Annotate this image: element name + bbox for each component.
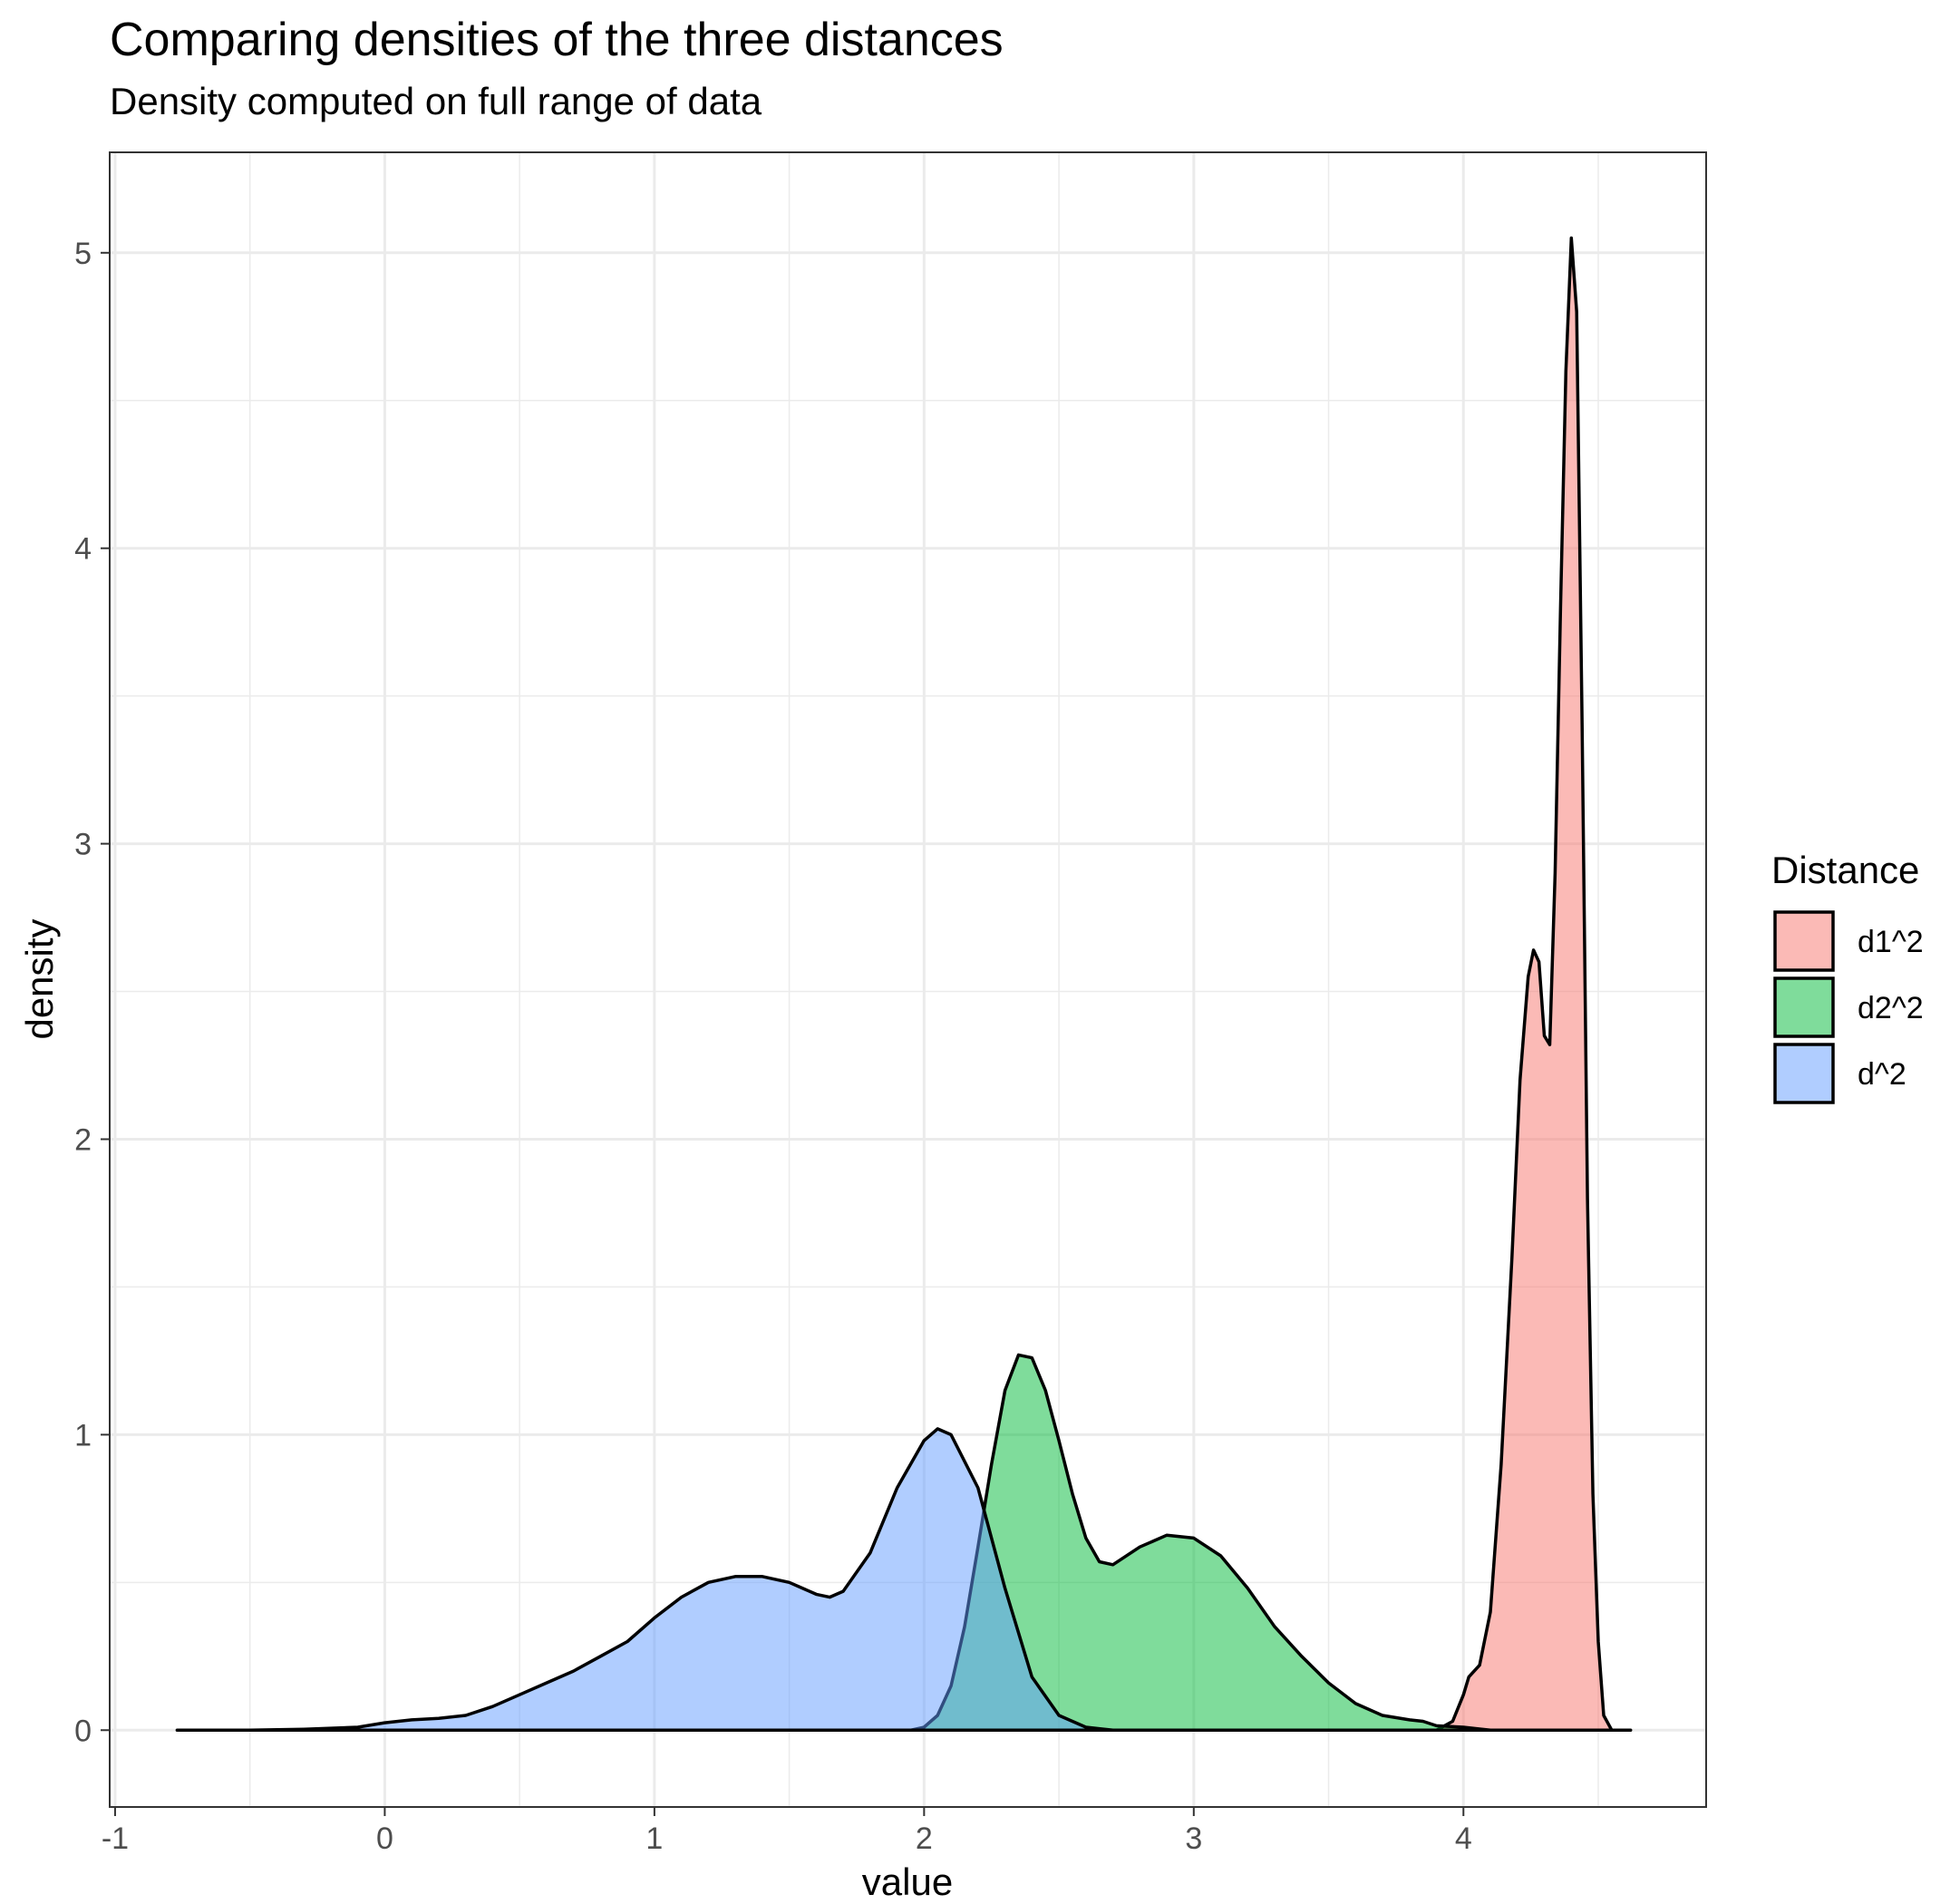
y-axis-title: density — [18, 918, 61, 1039]
x-tick-label: 2 — [916, 1821, 933, 1856]
y-tick-label: 4 — [74, 532, 92, 567]
legend-key-1 — [1773, 910, 1835, 972]
x-tick-label: 1 — [645, 1821, 663, 1856]
x-tick-label: -1 — [102, 1821, 129, 1856]
density-area-1 — [1434, 236, 1614, 1733]
x-tick-label: 0 — [376, 1821, 393, 1856]
chart-subtitle: Density computed on full range of data — [110, 80, 762, 122]
legend-key-2 — [1773, 976, 1835, 1038]
y-tick-label: 0 — [74, 1714, 92, 1748]
plot-panel-border — [109, 151, 1707, 1808]
density-areas — [175, 236, 1633, 1733]
grid-lines — [110, 152, 1706, 1807]
legend-label-1: d1^2 — [1858, 925, 1924, 959]
x-axis-title: value — [862, 1860, 953, 1903]
legend-key-3 — [1773, 1043, 1835, 1104]
y-tick-label: 2 — [74, 1122, 92, 1157]
legend-label-3: d^2 — [1858, 1057, 1906, 1092]
x-tick-label: 4 — [1455, 1821, 1472, 1856]
x-tick-label: 3 — [1185, 1821, 1202, 1856]
y-tick-label: 3 — [74, 828, 92, 862]
legend-label-2: d2^2 — [1858, 991, 1924, 1025]
y-tick-label: 5 — [74, 237, 92, 271]
chart-title: Comparing densities of the three distanc… — [110, 14, 1004, 66]
density-area-3 — [175, 1427, 1633, 1733]
y-tick-label: 1 — [74, 1418, 92, 1452]
legend: Distance d1^2 d2^2 d^2 — [1771, 849, 1924, 1104]
axis-ticks: -1 0 1 2 3 4 0 1 2 3 4 5 — [74, 237, 1472, 1856]
legend-title: Distance — [1771, 849, 1919, 891]
